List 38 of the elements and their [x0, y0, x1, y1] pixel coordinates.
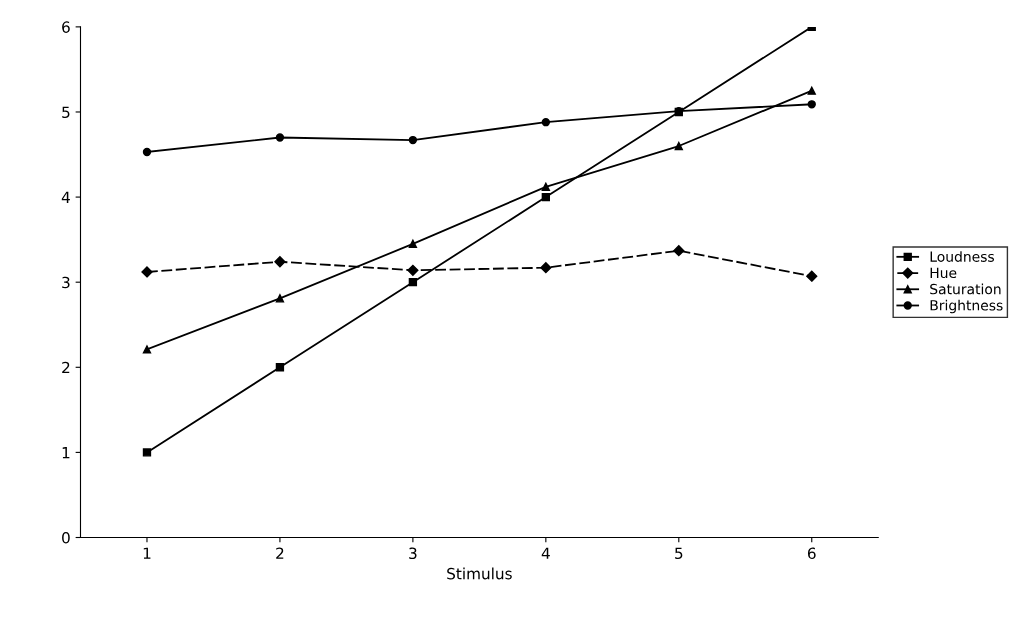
legend-label: Hue — [930, 267, 957, 279]
point — [275, 133, 285, 142]
point — [540, 262, 552, 274]
y-tick-label: 3 — [62, 276, 70, 289]
y-tick-label: 2 — [62, 361, 70, 374]
x-tick-label: 1 — [143, 547, 151, 559]
point — [275, 294, 285, 303]
x-tick-label: 2 — [276, 547, 284, 559]
point — [673, 245, 685, 257]
legend-label: Brightness — [930, 299, 1003, 314]
point — [274, 256, 286, 268]
legend-label: Loudness — [930, 251, 995, 262]
y-tick-label: 0 — [62, 531, 70, 544]
y-tick-label: 1 — [62, 447, 70, 459]
point — [407, 264, 419, 276]
x-tick-label: 4 — [541, 547, 550, 559]
point — [807, 100, 816, 109]
legend-label: Saturation — [930, 283, 1001, 295]
point — [408, 239, 418, 249]
point — [807, 86, 816, 95]
x-axis-title: Stimulus — [447, 567, 512, 580]
y-tick-label: 4 — [61, 191, 70, 203]
point — [275, 363, 285, 372]
point — [142, 345, 152, 354]
point — [408, 278, 418, 287]
point — [142, 448, 152, 457]
point — [408, 135, 418, 145]
point — [142, 147, 152, 157]
x-tick-label: 3 — [409, 547, 417, 560]
point — [541, 182, 551, 192]
x-tick-label: 5 — [675, 547, 683, 560]
point — [674, 141, 683, 151]
x-tick-label: 6 — [807, 547, 816, 560]
y-tick-label: 5 — [62, 106, 70, 118]
point — [541, 192, 551, 202]
point — [806, 270, 818, 282]
y-tick-label: 6 — [62, 21, 70, 33]
point — [541, 118, 551, 127]
